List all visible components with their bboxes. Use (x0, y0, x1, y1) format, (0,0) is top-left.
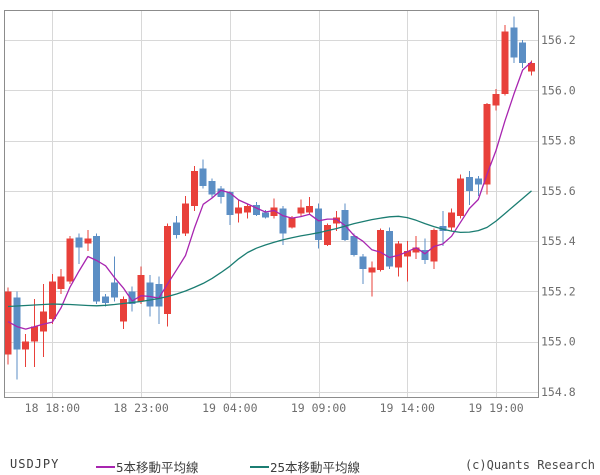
y-tick-labels: 154.8 155.0 155.2 155.4 155.6 155.8 156.0 156.2 (541, 33, 576, 399)
y-tick-label: 155.6 (541, 184, 576, 198)
candle-body (13, 297, 21, 350)
candle-body (84, 238, 92, 244)
x-tick-label: 19 09:00 (291, 401, 346, 415)
plot-border (4, 10, 539, 398)
candle-body (190, 170, 198, 207)
candle-body (93, 236, 101, 302)
candle-body (457, 178, 465, 217)
candle-body (430, 229, 438, 262)
y-tick-label: 155.2 (541, 284, 576, 298)
legend-item-ma5: 5本移動平均線 (96, 457, 199, 475)
candle-body (75, 237, 83, 248)
candle-body (492, 94, 500, 106)
candle-body (110, 282, 118, 298)
candle-body (128, 291, 136, 305)
x-tick-label: 18 23:00 (113, 401, 168, 415)
candle-body (181, 203, 189, 234)
y-tick-label: 155.4 (541, 234, 576, 248)
candle-body (386, 231, 394, 267)
candle-body (57, 276, 65, 289)
candle-body (403, 251, 411, 257)
candle-body (164, 226, 172, 315)
ma5-line-swatch (96, 465, 115, 468)
candle-body (421, 249, 429, 261)
candle-body (474, 178, 482, 185)
candle-body (217, 188, 225, 198)
candle-body (288, 217, 296, 228)
candle-body (199, 168, 207, 186)
candle-body (528, 62, 535, 72)
candle-body (155, 283, 163, 307)
candle-body (279, 208, 287, 234)
symbol-label: USDJPY (10, 457, 60, 471)
candle-body (306, 206, 314, 213)
candle-body (102, 296, 110, 303)
chart-footer: USDJPY 5本移動平均線 25本移動平均線 (c)Quants Resear… (0, 455, 600, 475)
candle-body (332, 217, 340, 224)
candle-body (519, 42, 527, 63)
y-tick-label: 154.8 (541, 385, 576, 399)
x-tick-label: 19 04:00 (202, 401, 257, 415)
copyright-label: (c)Quants Research (464, 458, 595, 472)
y-tick-label: 156.0 (541, 83, 576, 97)
candle-body (501, 31, 509, 95)
candle-body (119, 298, 127, 322)
candle-body (368, 267, 376, 273)
candle-body (48, 281, 56, 320)
candle-body (359, 256, 367, 269)
candle-body (137, 275, 145, 302)
candle-body (226, 192, 234, 215)
candle-body (483, 104, 491, 185)
x-tick-labels: 18 18:00 18 23:00 19 04:00 19 09:00 19 14:00… (25, 401, 524, 415)
legend-label-ma25: 25本移動平均線 (270, 460, 361, 475)
y-tick-label: 155.8 (541, 134, 576, 148)
candle-body (412, 247, 420, 253)
y-tick-label: 156.2 (541, 33, 576, 47)
candle-body (252, 204, 260, 215)
candle-body (31, 326, 39, 342)
x-tick-label: 19 14:00 (380, 401, 435, 415)
candle-body (208, 180, 216, 195)
candle-body (448, 212, 456, 228)
legend-item-ma25: 25本移動平均線 (250, 457, 360, 475)
candle-body (146, 282, 154, 307)
candle-body (66, 238, 74, 282)
x-tick-label: 19 19:00 (468, 401, 523, 415)
y-tick-label: 155.0 (541, 335, 576, 349)
candle-body (350, 236, 358, 256)
candle-body (315, 208, 323, 240)
candle-body (297, 207, 305, 214)
candle-body (4, 291, 12, 355)
candle-body (22, 341, 30, 350)
candle-body (235, 207, 243, 214)
x-tick-label: 18 18:00 (25, 401, 80, 415)
candle-body (173, 222, 181, 235)
candle-body (510, 27, 518, 58)
candle-body (377, 229, 385, 271)
candle-body (465, 177, 473, 191)
ma5-line (7, 61, 532, 330)
candle-body (39, 311, 47, 332)
candle-body (261, 212, 269, 218)
ma25-line (7, 190, 532, 308)
candle-body (323, 224, 331, 245)
candle-body (270, 207, 278, 217)
ma25-line-swatch (250, 465, 269, 468)
candle-body (244, 206, 252, 213)
legend-label-ma5: 5本移動平均線 (116, 460, 199, 475)
